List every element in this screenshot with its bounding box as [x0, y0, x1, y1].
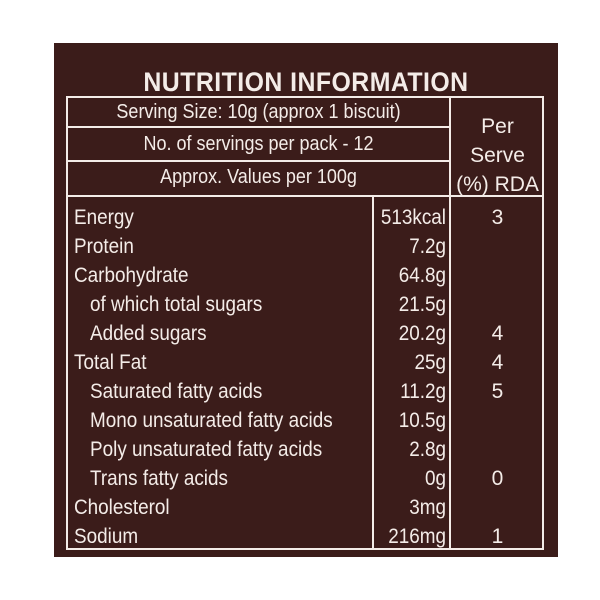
nutrient-value: 25g	[414, 351, 446, 374]
nutrient-name: Sodium	[74, 525, 139, 548]
table-row-energy: Energy 513kcal 3	[68, 206, 544, 235]
table-row-trans-fat: Trans fatty acids 0g 0	[68, 467, 544, 496]
header-divider-1	[68, 126, 449, 128]
table-row-protein: Protein 7.2g	[68, 235, 544, 264]
nutrient-name: Saturated fatty acids	[90, 380, 263, 403]
nutrient-value: 3mg	[409, 496, 446, 519]
nutrient-name: Carbohydrate	[74, 264, 189, 287]
nutrient-value: 21.5g	[398, 293, 446, 316]
nutrient-rda: 3	[491, 206, 504, 229]
per-serve-line-3: (%) RDA	[456, 173, 539, 196]
header-bottom-divider	[68, 195, 544, 197]
nutrient-value: 64.8g	[398, 264, 446, 287]
servings-per-pack-text: No. of servings per pack - 12	[143, 133, 374, 155]
table-row-carbohydrate: Carbohydrate 64.8g	[68, 264, 544, 293]
header-divider-2	[68, 160, 449, 162]
nutrition-table: Serving Size: 10g (approx 1 biscuit) No.…	[66, 96, 544, 550]
table-row-total-fat: Total Fat 25g 4	[68, 351, 544, 380]
nutrient-rda: 1	[491, 525, 504, 548]
nutrient-rda: 4	[491, 351, 504, 374]
nutrient-name: Cholesterol	[74, 496, 170, 519]
label-title: NUTRITION INFORMATION	[143, 67, 469, 97]
nutrient-name: Poly unsaturated fatty acids	[90, 438, 323, 461]
table-row-sodium: Sodium 216mg 1	[68, 525, 544, 554]
nutrient-value: 10.5g	[398, 409, 446, 432]
nutrient-name: Mono unsaturated fatty acids	[90, 409, 333, 432]
nutrient-name: Added sugars	[90, 322, 207, 345]
nutrient-value: 513kcal	[380, 206, 446, 229]
nutrient-name: Trans fatty acids	[90, 467, 228, 490]
nutrient-value: 20.2g	[398, 322, 446, 345]
nutrient-name: Energy	[74, 206, 134, 229]
table-row-poly-fat: Poly unsaturated fatty acids 2.8g	[68, 438, 544, 467]
per-serve-line-1: Per	[481, 115, 514, 138]
table-row-cholesterol: Cholesterol 3mg	[68, 496, 544, 525]
nutrient-value: 2.8g	[409, 438, 446, 461]
table-row-saturated-fat: Saturated fatty acids 11.2g 5	[68, 380, 544, 409]
nutrient-value: 216mg	[388, 525, 446, 548]
nutrient-rda: 0	[491, 467, 504, 490]
nutrient-name: Protein	[74, 235, 134, 258]
nutrient-name: Total Fat	[74, 351, 147, 374]
rda-column-divider	[449, 98, 451, 550]
nutrient-value: 0g	[424, 467, 446, 490]
serving-size-text: Serving Size: 10g (approx 1 biscuit)	[116, 101, 401, 123]
table-row-total-sugars: of which total sugars 21.5g	[68, 293, 544, 322]
nutrient-rda: 4	[491, 322, 504, 345]
nutrient-value: 7.2g	[409, 235, 446, 258]
nutrient-value: 11.2g	[400, 380, 446, 403]
per-serve-line-2: Serve	[470, 144, 525, 167]
table-row-added-sugars: Added sugars 20.2g 4	[68, 322, 544, 351]
table-row-mono-fat: Mono unsaturated fatty acids 10.5g	[68, 409, 544, 438]
nutrient-name: of which total sugars	[90, 293, 263, 316]
value-column-divider	[372, 195, 374, 550]
nutrient-rda: 5	[491, 380, 504, 403]
nutrition-label: NUTRITION INFORMATION Serving Size: 10g …	[54, 43, 558, 557]
values-per-text: Approx. Values per 100g	[160, 166, 357, 188]
